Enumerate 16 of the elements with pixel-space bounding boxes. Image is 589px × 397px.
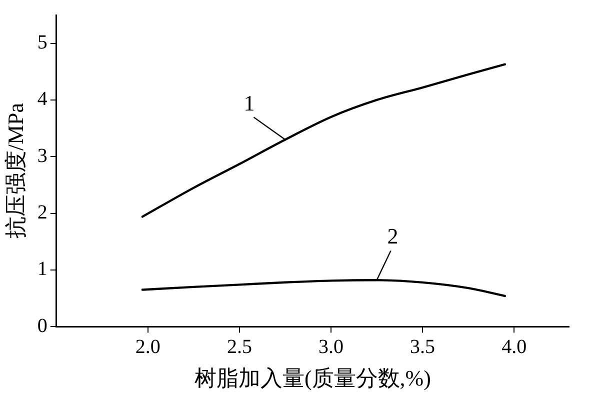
y-tick-label: 4 (37, 88, 48, 110)
x-tick-label: 2.5 (226, 336, 252, 358)
x-tick-label: 4.0 (502, 336, 527, 358)
series-label: 1 (244, 90, 255, 116)
y-tick-label: 2 (37, 202, 48, 224)
line-series (141, 63, 506, 218)
y-tick-label: 5 (37, 32, 48, 54)
y-tick-label: 0 (37, 314, 48, 337)
y-tick-label: 3 (37, 144, 48, 167)
x-tick-label: 3.5 (410, 336, 436, 358)
x-tick-label: 2.0 (135, 336, 160, 358)
x-tick-label: 3.0 (318, 336, 344, 358)
x-axis-title: 树脂加入量(质量分数,%) (194, 366, 431, 391)
y-axis-title: 抗压强度/MPa (2, 102, 28, 239)
series-label: 2 (387, 223, 398, 248)
y-tick-label: 1 (37, 258, 48, 280)
